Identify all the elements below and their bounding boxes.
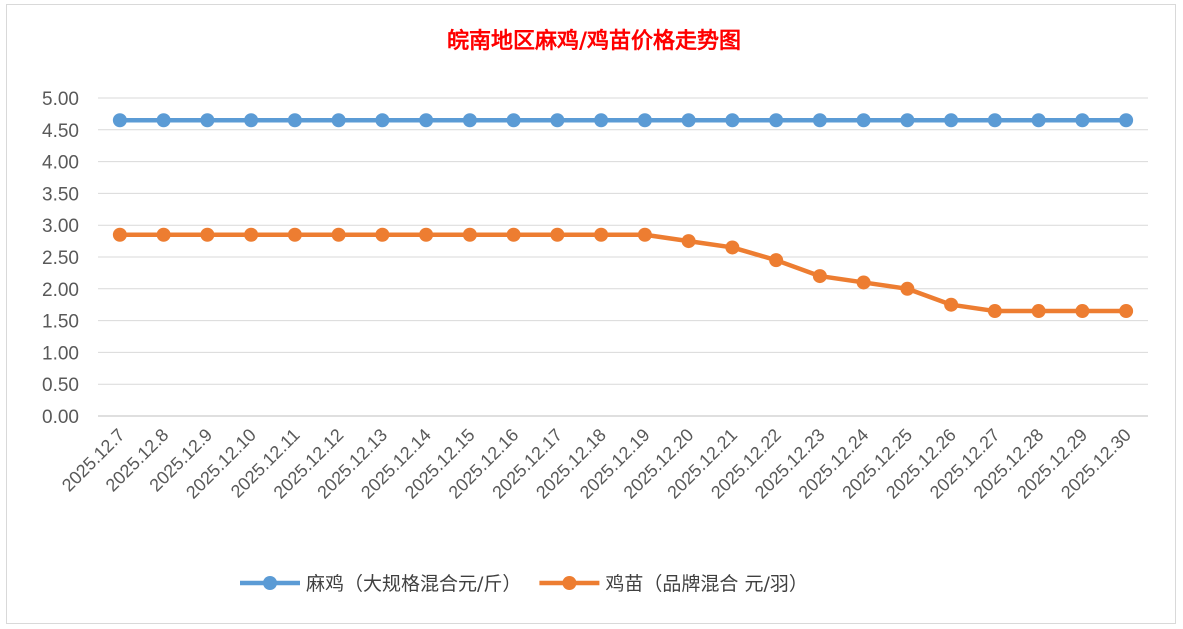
data-point <box>856 275 871 290</box>
chart-title: 皖南地区麻鸡/鸡苗价格走势图 <box>447 28 741 54</box>
data-point <box>506 113 521 128</box>
data-point <box>944 113 959 128</box>
x-axis-ticks: 2025.12.72025.12.82025.12.92025.12.10202… <box>58 425 1135 503</box>
legend-marker <box>263 576 277 590</box>
data-point <box>156 113 171 128</box>
data-point <box>550 227 565 242</box>
y-tick-label: 3.00 <box>42 216 79 237</box>
y-tick-label: 4.00 <box>42 153 79 174</box>
data-point <box>812 269 827 284</box>
data-point <box>244 113 259 128</box>
data-point <box>725 113 740 128</box>
data-point <box>550 113 565 128</box>
data-point <box>419 113 434 128</box>
data-point <box>812 113 827 128</box>
y-tick-label: 1.50 <box>42 312 79 333</box>
data-point <box>244 227 259 242</box>
legend-marker <box>562 576 577 590</box>
data-point <box>462 227 477 242</box>
y-tick-label: 0.00 <box>42 407 79 428</box>
legend-label: 麻鸡（大规格混合元/斤） <box>306 573 521 595</box>
data-point <box>1031 113 1046 128</box>
data-point <box>1119 304 1134 319</box>
data-point <box>200 113 215 128</box>
data-point <box>200 227 215 242</box>
series-1 <box>112 113 1134 128</box>
data-point <box>506 227 521 242</box>
data-point <box>900 113 915 128</box>
data-point <box>1075 304 1090 319</box>
data-point <box>594 113 609 128</box>
series-line <box>117 232 1129 314</box>
y-tick-label: 5.00 <box>42 89 79 110</box>
y-tick-label: 2.00 <box>42 280 79 301</box>
data-point <box>944 297 959 312</box>
data-point <box>987 113 1002 128</box>
data-point <box>900 281 915 296</box>
data-point <box>637 227 652 242</box>
data-point <box>112 113 127 128</box>
data-point <box>769 113 784 128</box>
data-point <box>156 227 171 242</box>
data-point <box>681 234 696 249</box>
legend-label: 鸡苗（品牌混合 元/羽） <box>605 573 807 595</box>
data-point <box>375 227 390 242</box>
y-tick-label: 1.00 <box>42 343 79 364</box>
data-point <box>594 227 609 242</box>
legend: 麻鸡（大规格混合元/斤） 鸡苗（品牌混合 元/羽） <box>240 573 808 595</box>
data-point <box>1031 304 1046 319</box>
data-point <box>1119 113 1134 128</box>
data-point <box>769 253 784 268</box>
data-point <box>681 113 696 128</box>
gridlines <box>98 97 1148 417</box>
data-point <box>287 113 302 128</box>
y-axis-ticks: 0.00 0.50 1.00 1.50 2.00 2.50 3.00 3.50 4.00 4.50… <box>42 89 79 428</box>
y-tick-label: 3.50 <box>42 184 79 205</box>
data-point <box>112 227 127 242</box>
y-tick-label: 4.50 <box>42 121 79 142</box>
y-tick-label: 2.50 <box>42 248 79 269</box>
data-point <box>725 240 740 255</box>
data-point <box>287 227 302 242</box>
data-point <box>331 227 346 242</box>
y-tick-label: 0.50 <box>42 375 79 396</box>
data-point <box>856 113 871 128</box>
data-point <box>987 304 1002 319</box>
chart-frame <box>6 4 1176 624</box>
series-lines <box>112 113 1134 319</box>
data-point <box>419 227 434 242</box>
data-point <box>375 113 390 128</box>
data-point <box>331 113 346 128</box>
data-point <box>462 113 477 128</box>
series-2 <box>112 227 1134 319</box>
legend-item: 鸡苗（品牌混合 元/羽） <box>539 573 808 595</box>
data-point <box>1075 113 1090 128</box>
data-point <box>637 113 652 128</box>
legend-item: 麻鸡（大规格混合元/斤） <box>240 573 521 595</box>
